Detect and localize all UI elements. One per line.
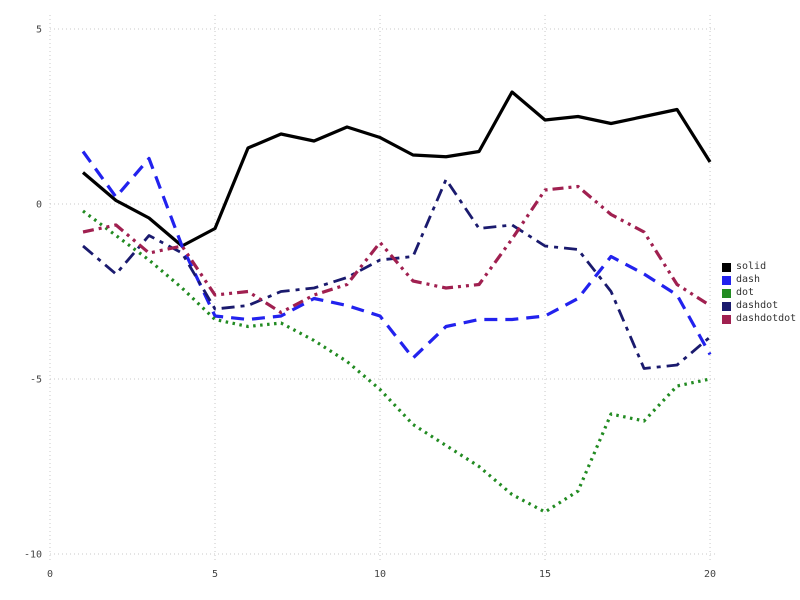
legend-item-solid: solid	[722, 262, 796, 272]
x-tick-label: 0	[47, 569, 53, 580]
legend-label: dashdotdot	[736, 313, 797, 324]
y-tick-label: -5	[30, 375, 42, 386]
series-line-dashdotdot	[82, 184, 711, 315]
x-tick-label: 5	[212, 569, 218, 580]
legend-label: dash	[736, 274, 761, 285]
x-tick-label: 20	[704, 569, 716, 580]
y-tick-label: 0	[36, 200, 42, 211]
y-tick-label: -10	[24, 550, 42, 561]
legend-label: dashdot	[736, 300, 779, 311]
legend-label: dot	[736, 287, 755, 298]
legend-swatch-dashdot	[722, 301, 731, 311]
legend-label: solid	[736, 261, 767, 272]
legend: solid dash dot dashdot dashdotdot	[722, 262, 796, 324]
legend-swatch-solid	[722, 262, 731, 272]
legend-item-dashdotdot: dashdotdot	[722, 314, 796, 324]
legend-item-dashdot: dashdot	[722, 301, 796, 311]
legend-swatch-dot	[722, 288, 731, 298]
series-line-dash	[81, 150, 712, 360]
series-line-dashdot	[82, 178, 711, 370]
x-tick-label: 10	[374, 569, 386, 580]
series-line-solid	[81, 90, 712, 248]
legend-swatch-dashdotdot	[722, 314, 731, 324]
legend-swatch-dash	[722, 275, 731, 285]
legend-item-dash: dash	[722, 275, 796, 285]
x-tick-label: 15	[539, 569, 551, 580]
series-line-dot	[82, 209, 711, 514]
legend-item-dot: dot	[722, 288, 796, 298]
y-tick-label: 5	[36, 25, 42, 36]
